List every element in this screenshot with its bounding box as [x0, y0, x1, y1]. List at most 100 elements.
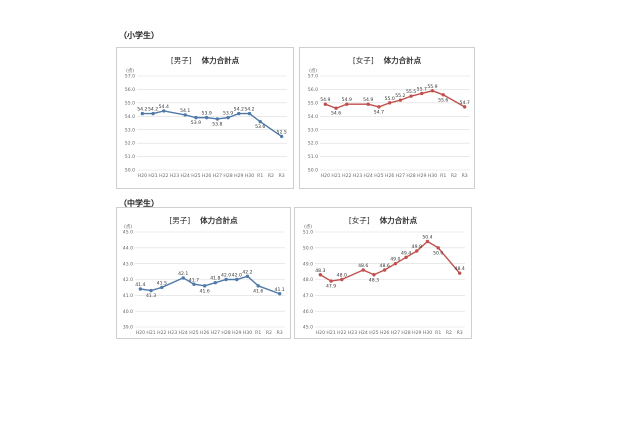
x-tick-label: H21	[331, 173, 340, 179]
x-tick-label: H26	[385, 173, 394, 179]
y-tick-label: 53.0	[308, 127, 318, 133]
x-tick-label: H27	[211, 330, 220, 336]
data-label: 54.6	[331, 111, 341, 117]
data-point	[345, 102, 349, 106]
data-point	[204, 115, 209, 120]
chart-title: [男子] 体力合計点	[117, 55, 293, 66]
data-label: 48.4	[455, 266, 465, 272]
data-label: 55.9	[427, 84, 437, 90]
x-tick-label: R1	[435, 330, 441, 336]
y-tick-label: 42.0	[123, 277, 133, 283]
x-tick-label: H24	[359, 330, 368, 336]
data-point	[366, 102, 370, 106]
y-tick-label: 40.0	[123, 309, 133, 315]
data-label: 53.8	[212, 121, 222, 127]
data-point	[258, 119, 262, 124]
y-tick-label: 54.0	[308, 114, 318, 120]
x-tick-label: H25	[374, 173, 383, 179]
data-point	[237, 111, 241, 116]
chart-metric: 体力合計点	[200, 216, 238, 225]
data-point	[436, 246, 440, 250]
x-tick-label: H20	[321, 173, 330, 179]
data-point	[213, 280, 218, 285]
chart-panel-junior-girls: [女子] 体力合計点 (点) 45.0 46.0 47.0 48.0 49.0 50.0 51.…	[294, 207, 472, 339]
data-label: 41.7	[189, 277, 199, 283]
data-point	[382, 268, 387, 272]
y-tick-label: 44.0	[123, 245, 133, 251]
data-point	[183, 113, 187, 117]
x-tick-label: H24	[364, 173, 373, 179]
y-tick-label: 39.0	[123, 325, 133, 331]
x-tick-label: H30	[428, 173, 437, 179]
x-tick-label: H23	[170, 173, 179, 179]
data-point	[235, 277, 239, 282]
data-point	[393, 261, 398, 266]
data-point	[279, 134, 284, 139]
data-label: 42.2	[242, 269, 252, 275]
y-tick-label: 50.0	[308, 168, 318, 174]
data-point	[247, 111, 252, 116]
x-tick-label: H20	[138, 173, 147, 179]
y-axis-unit-label: (点)	[304, 224, 312, 230]
data-point	[409, 94, 413, 98]
data-label: 55.2	[395, 93, 405, 99]
data-label: 54.4	[159, 104, 169, 110]
data-label: 55.7	[417, 86, 427, 92]
y-tick-label: 48.0	[303, 277, 313, 283]
x-tick-label: H25	[191, 173, 200, 179]
x-tick-label: H22	[159, 173, 168, 179]
x-tick-label: R1	[255, 330, 261, 336]
data-point	[226, 115, 230, 120]
x-tick-label: H20	[316, 330, 325, 336]
data-point	[151, 111, 155, 116]
x-tick-label: H21	[146, 330, 155, 336]
data-point	[398, 98, 403, 102]
data-point	[334, 106, 338, 110]
data-label: 41.5	[157, 280, 167, 286]
x-tick-label: H21	[148, 173, 157, 179]
data-label: 54.9	[342, 97, 352, 103]
data-point	[425, 239, 430, 244]
x-tick-label: H23	[168, 330, 177, 336]
x-tick-label: H24	[181, 173, 190, 179]
x-tick-label: R1	[257, 173, 263, 179]
chart-panel-elementary-girls: [女子] 体力合計点 (点) 50.0 51.0 52.0 53.0 54.0 55.0 56.…	[299, 47, 475, 189]
data-label: 49.8	[412, 244, 422, 250]
x-tick-label: H21	[326, 330, 335, 336]
data-label: 54.7	[374, 109, 384, 115]
series-line	[325, 90, 465, 109]
x-tick-label: H27	[396, 173, 405, 179]
y-tick-label: 53.0	[125, 127, 135, 133]
x-tick-label: H30	[243, 330, 252, 336]
x-tick-label: H29	[417, 173, 426, 179]
data-label: 41.4	[135, 282, 145, 288]
x-tick-label: H29	[234, 173, 243, 179]
x-tick-label: H20	[136, 330, 145, 336]
x-tick-label: H23	[348, 330, 357, 336]
y-tick-label: 47.0	[303, 293, 313, 299]
data-label: 54.9	[320, 97, 330, 103]
y-tick-label: 51.0	[303, 230, 313, 236]
data-point	[181, 276, 185, 280]
data-label: 48.6	[380, 263, 390, 269]
x-tick-label: R3	[277, 330, 283, 336]
x-tick-label: H23	[353, 173, 362, 179]
data-label: 41.3	[146, 293, 156, 299]
y-tick-label: 55.0	[308, 100, 318, 106]
data-point	[215, 117, 220, 121]
y-tick-label: 51.0	[125, 154, 135, 160]
data-label: 53.9	[191, 120, 201, 126]
data-point	[318, 273, 323, 277]
x-tick-label: R2	[266, 330, 272, 336]
data-label: 54.9	[363, 97, 373, 103]
x-tick-label: H22	[337, 330, 346, 336]
data-point	[160, 285, 164, 290]
data-label: 41.8	[210, 276, 220, 282]
x-tick-label: R3	[279, 173, 285, 179]
x-tick-label: H28	[406, 173, 415, 179]
data-label: 53.9	[202, 111, 212, 117]
series-line	[320, 240, 461, 282]
line-chart-junior-boys: (点) 39.0 40.0 41.0 42.0 43.0 44.0 45.0 H20 H21 H22…	[123, 224, 285, 336]
